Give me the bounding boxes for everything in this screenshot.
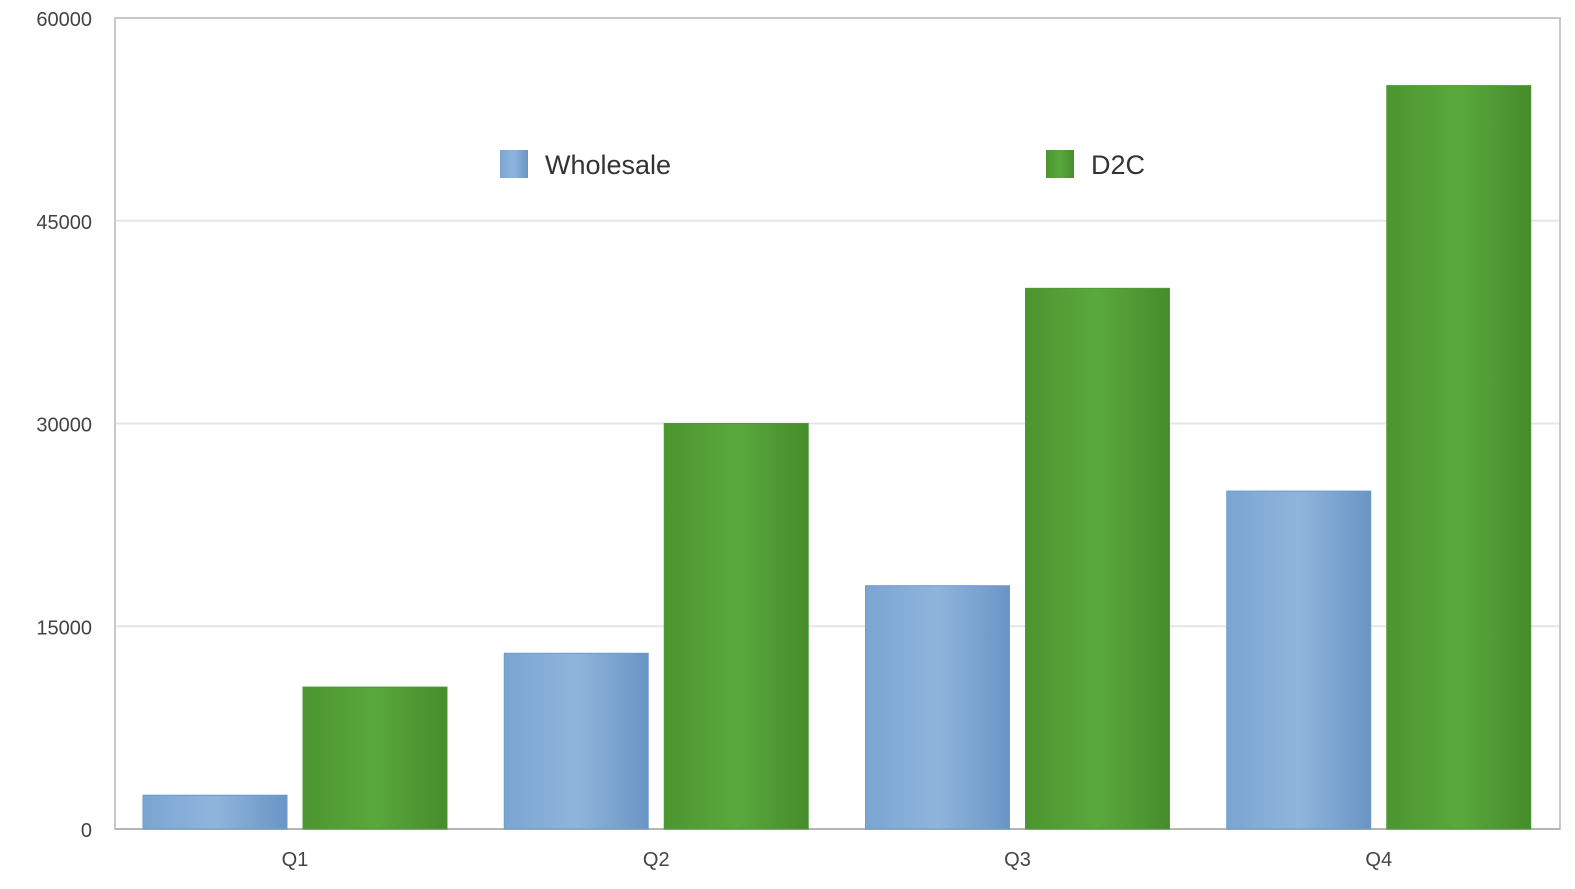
bar-wholesale-q4	[1226, 490, 1372, 830]
x-tick-label: Q2	[643, 849, 670, 871]
bars	[142, 85, 1532, 830]
x-tick-label: Q3	[1004, 849, 1031, 871]
y-tick-label: 60000	[36, 9, 92, 31]
legend-label-wholesale: Wholesale	[545, 150, 671, 180]
x-axis-ticks: Q1 Q2 Q3 Q4	[282, 849, 1392, 871]
y-tick-label: 0	[81, 820, 92, 842]
legend: Wholesale D2C	[500, 150, 1145, 180]
bar-d2c-q3	[1025, 287, 1170, 830]
legend-swatch-d2c	[1046, 150, 1074, 178]
y-tick-label: 30000	[36, 415, 92, 437]
x-tick-label: Q4	[1365, 849, 1392, 871]
bar-d2c-q1	[302, 686, 448, 830]
x-tick-label: Q1	[282, 849, 309, 871]
bar-d2c-q4	[1386, 85, 1532, 830]
legend-label-d2c: D2C	[1091, 150, 1145, 180]
bar-d2c-q2	[663, 423, 809, 830]
y-axis-ticks: 0 15000 30000 45000 60000	[36, 9, 92, 842]
bar-wholesale-q3	[865, 585, 1010, 830]
bar-wholesale-q2	[503, 652, 649, 830]
y-tick-label: 45000	[36, 212, 92, 234]
legend-swatch-wholesale	[500, 150, 528, 178]
y-tick-label: 15000	[36, 617, 92, 639]
bar-wholesale-q1	[142, 794, 288, 830]
